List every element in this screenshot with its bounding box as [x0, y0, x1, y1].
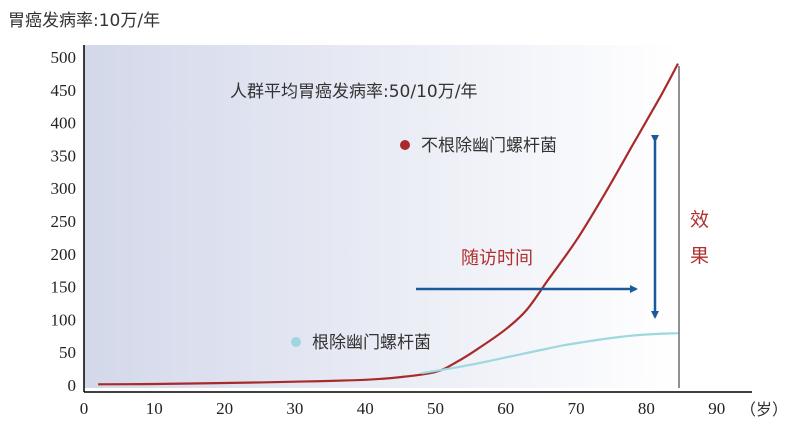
legend-label-not-eradicated: 不根除幽门螺杆菌: [421, 136, 557, 156]
y-tick-label: 300: [51, 179, 77, 198]
y-tick-label: 200: [51, 245, 77, 264]
y-tick-label: 350: [51, 146, 77, 165]
x-tick-label: 50: [427, 399, 444, 418]
y-tick-label: 500: [51, 48, 77, 67]
x-ticks: 0 10 20 30 40 50 60 70 80 90: [80, 399, 725, 418]
x-tick-label: 70: [568, 399, 585, 418]
y-tick-label: 250: [51, 212, 77, 231]
y-axis-label: 胃癌发病率:10万/年: [8, 11, 160, 31]
x-tick-label: 20: [216, 399, 233, 418]
y-tick-label: 150: [51, 278, 77, 297]
x-tick-label: 80: [638, 399, 655, 418]
line-series-eradicated: [421, 332, 679, 375]
x-axis-unit: （岁）: [740, 400, 788, 419]
y-ticks: 0 50 100 150 200 250 300 350 400 450 500: [51, 48, 77, 395]
effect-label-bottom: 果: [690, 245, 709, 267]
y-tick-label: 100: [51, 310, 77, 329]
x-tick-label: 0: [80, 399, 89, 418]
effect-label-top: 效: [690, 209, 709, 231]
average-rate-annotation: 人群平均胃癌发病率:50/10万/年: [230, 82, 477, 102]
x-tick-label: 30: [286, 399, 303, 418]
y-tick-label: 400: [51, 114, 77, 133]
y-tick-label: 450: [51, 81, 77, 100]
followup-label: 随访时间: [461, 248, 533, 269]
y-tick-label: 0: [68, 376, 77, 395]
legend-marker-eradicated: [291, 337, 301, 347]
legend-label-eradicated: 根除幽门螺杆菌: [312, 333, 431, 353]
legend-marker-not-eradicated: [400, 140, 410, 150]
x-tick-label: 90: [708, 399, 725, 418]
x-tick-label: 10: [146, 399, 163, 418]
y-tick-label: 50: [59, 343, 76, 362]
line-series-not-eradicated: [98, 63, 679, 386]
x-tick-label: 60: [497, 399, 514, 418]
plot-background: [84, 45, 679, 388]
x-tick-label: 40: [357, 399, 374, 418]
